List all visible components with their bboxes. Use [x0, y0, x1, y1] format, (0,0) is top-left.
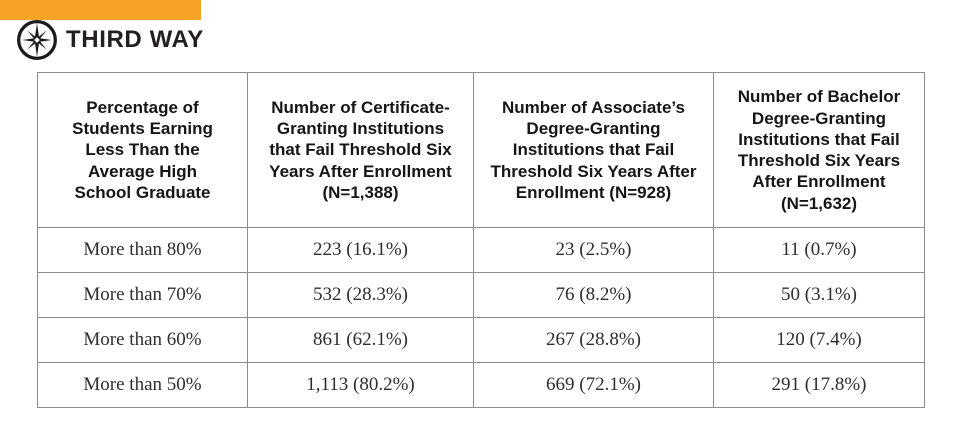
cell-certificate: 223 (16.1%) — [247, 227, 474, 273]
row-label: More than 50% — [37, 362, 248, 408]
column-header-associate: Number of Associate’s Degree-Granting In… — [473, 72, 714, 228]
row-label: More than 80% — [37, 227, 248, 273]
cell-certificate: 1,113 (80.2%) — [247, 362, 474, 408]
table-row: More than 50% 1,113 (80.2%) 669 (72.1%) … — [37, 362, 925, 408]
column-header-percentage: Percentage of Students Earning Less Than… — [37, 72, 248, 228]
cell-bachelor: 120 (7.4%) — [713, 317, 925, 363]
cell-certificate: 861 (62.1%) — [247, 317, 474, 363]
column-header-bachelor: Number of Bachelor Degree-Granting Insti… — [713, 72, 925, 228]
cell-associate: 267 (28.8%) — [473, 317, 714, 363]
table-row: More than 80% 223 (16.1%) 23 (2.5%) 11 (… — [37, 227, 925, 273]
cell-bachelor: 11 (0.7%) — [713, 227, 925, 273]
header-row: Percentage of Students Earning Less Than… — [37, 72, 925, 228]
brand-name: THIRD WAY — [66, 26, 204, 53]
accent-bar — [0, 0, 201, 20]
cell-associate: 23 (2.5%) — [473, 227, 714, 273]
column-header-certificate: Number of Certificate-Granting Instituti… — [247, 72, 474, 228]
table-row: More than 70% 532 (28.3%) 76 (8.2%) 50 (… — [37, 272, 925, 318]
table-row: More than 60% 861 (62.1%) 267 (28.8%) 12… — [37, 317, 925, 363]
row-label: More than 70% — [37, 272, 248, 318]
row-label: More than 60% — [37, 317, 248, 363]
cell-bachelor: 291 (17.8%) — [713, 362, 925, 408]
cell-bachelor: 50 (3.1%) — [713, 272, 925, 318]
compass-star-icon — [16, 19, 58, 61]
cell-certificate: 532 (28.3%) — [247, 272, 474, 318]
cell-associate: 76 (8.2%) — [473, 272, 714, 318]
cell-associate: 669 (72.1%) — [473, 362, 714, 408]
data-table: Percentage of Students Earning Less Than… — [37, 72, 925, 408]
brand-logo: THIRD WAY — [16, 19, 204, 61]
